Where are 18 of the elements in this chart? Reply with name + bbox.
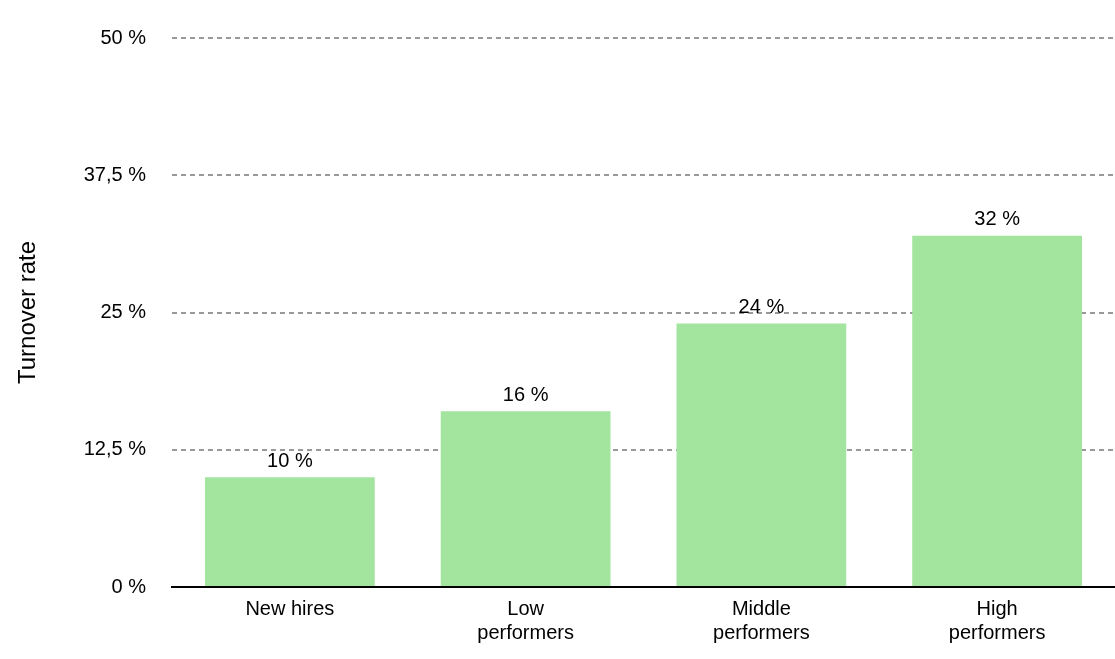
y-tick-label: 12,5 % <box>83 437 147 460</box>
x-tick-label: New hires <box>245 596 335 619</box>
y-tick-label: 25 % <box>100 300 147 323</box>
y-tick-label: 37,5 % <box>83 162 147 185</box>
x-tick-label: Low performers <box>477 596 574 643</box>
data-label: 16 % <box>502 382 549 405</box>
y-tick-label: 50 % <box>100 25 147 48</box>
y-axis-title: Turnover rate <box>13 240 41 385</box>
bar <box>676 323 847 586</box>
data-label: 24 % <box>738 295 785 317</box>
data-label: 32 % <box>974 207 1021 230</box>
x-tick-label: High performers <box>948 596 1046 643</box>
x-tick-label: Middle performers <box>713 596 810 643</box>
bar <box>912 235 1082 586</box>
data-label: 10 % <box>267 448 313 471</box>
y-tick-label: 0 % <box>111 574 147 597</box>
bar <box>205 477 375 586</box>
bar <box>440 411 611 586</box>
